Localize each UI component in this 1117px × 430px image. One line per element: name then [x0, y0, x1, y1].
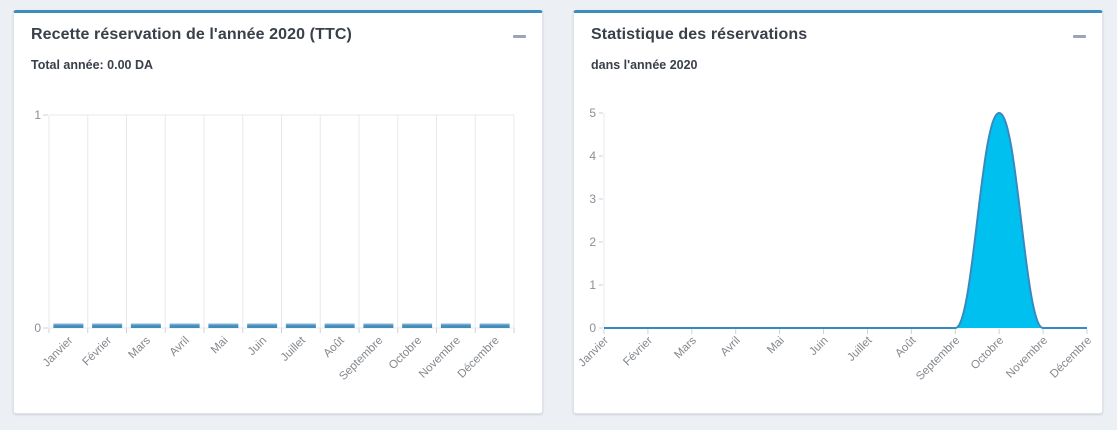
svg-text:Juin: Juin [246, 335, 269, 358]
svg-text:Octobre: Octobre [969, 335, 1006, 372]
svg-text:Mai: Mai [209, 335, 231, 357]
svg-text:Juillet: Juillet [845, 334, 875, 364]
svg-text:Décembre: Décembre [456, 335, 502, 381]
panel-reservations: Statistique des réservations dans l'anné… [573, 10, 1103, 414]
svg-text:Avril: Avril [719, 335, 743, 359]
svg-text:0: 0 [589, 321, 596, 335]
panel-title: Statistique des réservations [591, 26, 808, 43]
panel-subtitle: dans l'année 2020 [591, 58, 698, 72]
collapse-button[interactable] [506, 25, 532, 47]
svg-text:1: 1 [589, 278, 596, 292]
svg-text:5: 5 [589, 106, 596, 120]
revenue-bar-chart: 0 1 Janvier Février Mars Avril Mai Juin Juillet A… [34, 108, 515, 383]
svg-text:Janvier: Janvier [576, 335, 611, 370]
panel-title: Recette réservation de l'année 2020 (TTC… [31, 26, 352, 43]
svg-text:Janvier: Janvier [41, 335, 76, 370]
svg-text:Février: Février [621, 335, 655, 369]
svg-text:3: 3 [589, 192, 596, 206]
svg-text:Octobre: Octobre [387, 335, 424, 372]
svg-text:Mai: Mai [765, 335, 787, 357]
reservations-area-chart: 0 1 2 3 4 5 Janvier Février Mars Avril Mai Juin Juil… [576, 106, 1094, 383]
svg-text:Juin: Juin [807, 335, 830, 358]
minus-icon [512, 34, 526, 38]
svg-text:Novembre: Novembre [1004, 335, 1050, 381]
svg-text:Mars: Mars [126, 334, 153, 361]
minus-icon [1072, 34, 1086, 38]
svg-text:2: 2 [589, 235, 596, 249]
svg-text:1: 1 [34, 108, 41, 122]
svg-text:Août: Août [322, 334, 348, 360]
panel-revenue: Recette réservation de l'année 2020 (TTC… [13, 10, 543, 414]
svg-text:Septembre: Septembre [914, 335, 962, 383]
svg-text:4: 4 [589, 149, 596, 163]
collapse-button[interactable] [1066, 25, 1092, 47]
svg-text:Février: Février [80, 335, 114, 369]
svg-text:Mars: Mars [672, 334, 699, 361]
svg-text:Juillet: Juillet [279, 334, 309, 364]
svg-text:Décembre: Décembre [1048, 335, 1094, 381]
svg-text:Avril: Avril [168, 335, 192, 359]
svg-text:Août: Août [893, 334, 919, 360]
panel-subtitle: Total année: 0.00 DA [31, 58, 154, 72]
svg-text:0: 0 [34, 321, 41, 335]
